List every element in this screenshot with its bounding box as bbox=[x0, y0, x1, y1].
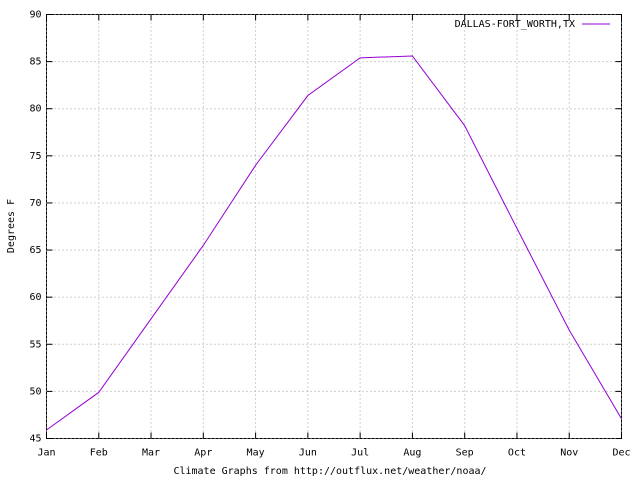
y-tick-label: 50 bbox=[29, 386, 41, 397]
x-axis-label: Climate Graphs from http://outflux.net/w… bbox=[173, 466, 486, 477]
x-tick-label: Jan bbox=[37, 448, 55, 459]
x-tick-label: Feb bbox=[90, 448, 108, 459]
plot-frame bbox=[46, 14, 622, 439]
legend-label: DALLAS-FORT_WORTH,TX bbox=[455, 19, 575, 30]
x-tick-label: Oct bbox=[508, 448, 526, 459]
x-tick-label: Sep bbox=[456, 448, 474, 459]
y-tick-label: 85 bbox=[29, 57, 41, 68]
y-tick-label: 60 bbox=[29, 292, 41, 303]
x-tick-label: Apr bbox=[194, 448, 212, 459]
x-tick-label: Mar bbox=[142, 448, 160, 459]
x-tick-label: Nov bbox=[560, 448, 578, 459]
data-line bbox=[46, 55, 622, 431]
y-tick-label: 65 bbox=[29, 245, 41, 256]
y-tick-label: 75 bbox=[29, 151, 41, 162]
y-axis-label: Degrees F bbox=[6, 199, 17, 253]
x-tick-label: Jul bbox=[351, 448, 369, 459]
y-tick-label: 80 bbox=[29, 104, 41, 115]
y-tick-label: 45 bbox=[29, 434, 41, 445]
x-tick-label: Jun bbox=[299, 448, 317, 459]
x-tick-label: May bbox=[247, 448, 265, 459]
y-tick-label: 55 bbox=[29, 339, 41, 350]
x-tick-label: Aug bbox=[403, 448, 421, 459]
x-tick-label: Dec bbox=[612, 448, 630, 459]
y-tick-label: 90 bbox=[29, 10, 41, 21]
y-tick-label: 70 bbox=[29, 198, 41, 209]
